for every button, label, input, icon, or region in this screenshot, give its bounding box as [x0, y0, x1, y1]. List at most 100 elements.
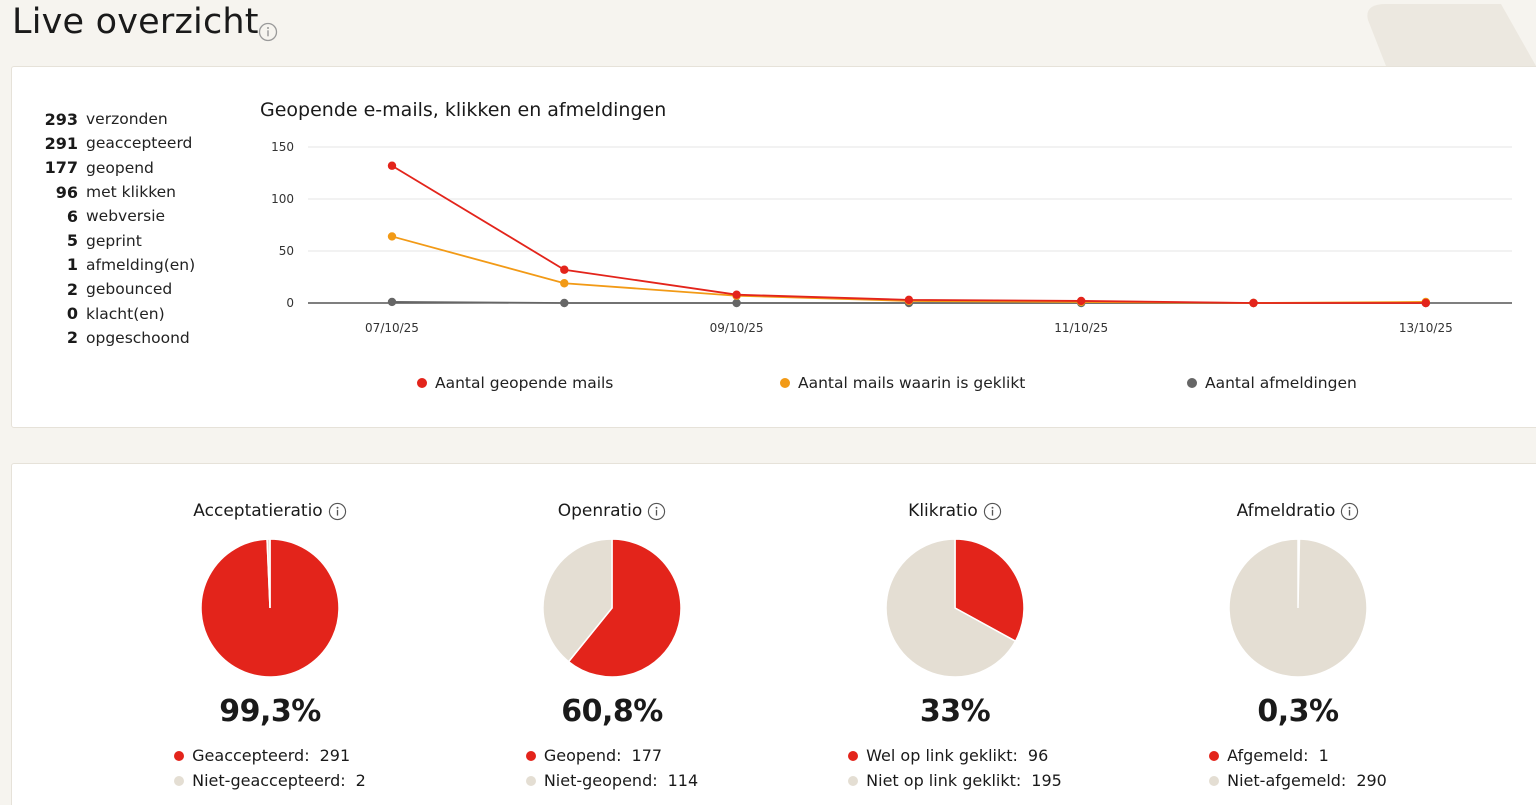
- ratio-title-text: Openratio: [557, 501, 643, 521]
- legend-item[interactable]: Aantal mails waarin is geklikt: [780, 374, 1025, 392]
- stat-row: 177 geopend: [44, 156, 195, 180]
- stat-value: 96: [55, 182, 78, 202]
- ratio-legend-label: Niet op link geklikt:: [866, 771, 1022, 790]
- data-point[interactable]: [1421, 298, 1431, 308]
- ratio-legend-item: Niet-geopend: 114: [525, 768, 698, 793]
- data-point[interactable]: [904, 295, 914, 305]
- stat-value: 293: [44, 109, 78, 129]
- data-point[interactable]: [387, 297, 397, 307]
- ratio-block: Klikratio 33% Wel op link geklikt: 96 Niet o…: [805, 498, 1105, 793]
- legend-item[interactable]: Aantal afmeldingen: [1187, 374, 1357, 392]
- pie-slice[interactable]: [266, 538, 271, 609]
- legend-dot-icon: [1209, 750, 1220, 761]
- legend-label: Aantal geopende mails: [435, 374, 614, 392]
- ratio-legend-item: Geaccepteerd: 291: [174, 743, 366, 768]
- data-point[interactable]: [1249, 298, 1258, 308]
- ratio-legend-item: Niet-afgemeld: 290: [1209, 768, 1387, 793]
- stat-value: 6: [66, 206, 78, 226]
- ratio-percentage: 0,3%: [1257, 694, 1339, 729]
- ratio-percentage: 99,3%: [219, 694, 321, 729]
- y-tick-label: 0: [286, 296, 294, 310]
- stat-label: geprint: [86, 231, 142, 250]
- decorative-shape: [1367, 4, 1536, 66]
- pie-chart: [1228, 538, 1368, 678]
- series-line: [391, 235, 1426, 304]
- info-icon[interactable]: [647, 502, 666, 521]
- y-tick-label: 150: [271, 140, 294, 154]
- ratio-legend-item: Niet op link geklikt: 195: [848, 768, 1062, 793]
- stat-label: opgeschoond: [86, 328, 190, 347]
- info-icon[interactable]: [1340, 502, 1359, 521]
- ratio-title-text: Klikratio: [908, 501, 978, 521]
- data-point[interactable]: [387, 232, 397, 241]
- ratio-title-text: Afmeldratio: [1236, 501, 1336, 521]
- pie-slice[interactable]: [1228, 538, 1368, 678]
- legend-dot-icon: [848, 750, 859, 761]
- ratio-title-text: Acceptatieratio: [193, 501, 323, 521]
- stat-row: 293 verzonden: [44, 107, 195, 131]
- ratio-legend-label: Niet-afgemeld:: [1227, 771, 1347, 790]
- ratio-legend-label: Geaccepteerd:: [192, 746, 310, 765]
- ratio-percentage: 60,8%: [561, 694, 663, 729]
- x-tick-label: 13/10/25: [1399, 321, 1453, 335]
- ratio-legend-value: 96: [1027, 746, 1049, 765]
- pie-slice[interactable]: [542, 538, 613, 663]
- ratio-legend-item: Wel op link geklikt: 96: [848, 743, 1062, 768]
- ratio-title: Afmeldratio: [1148, 498, 1448, 524]
- pie-slice[interactable]: [567, 538, 682, 678]
- stat-label: afmelding(en): [86, 255, 196, 274]
- line-chart-legend: Aantal geopende mails Aantal mails waarin…: [12, 374, 1536, 396]
- pie-chart: [542, 538, 682, 678]
- ratio-percentage: 33%: [919, 694, 991, 729]
- ratio-title: Openratio: [462, 498, 762, 524]
- ratio-block: Acceptatieratio 99,3% Geaccepteerd: 291 Niet…: [120, 498, 420, 793]
- data-point[interactable]: [732, 298, 741, 308]
- stat-row: 96 met klikken: [44, 180, 195, 204]
- stat-label: geaccepteerd: [86, 134, 193, 153]
- legend-dot-icon: [174, 775, 185, 786]
- legend-item[interactable]: Aantal geopende mails: [417, 374, 613, 392]
- legend-label: Aantal afmeldingen: [1205, 374, 1357, 392]
- ratio-block: Openratio 60,8% Geopend: 177 Niet-geopend: 11…: [462, 498, 762, 793]
- data-point[interactable]: [560, 298, 569, 308]
- ratio-legend: Geaccepteerd: 291 Niet-geaccepteerd: 2: [174, 743, 366, 793]
- info-icon[interactable]: [328, 502, 347, 521]
- ratio-legend: Afgemeld: 1 Niet-afgemeld: 290: [1209, 743, 1387, 793]
- ratio-title: Klikratio: [805, 498, 1105, 524]
- ratio-legend-label: Niet-geaccepteerd:: [192, 771, 346, 790]
- ratio-legend: Wel op link geklikt: 96 Niet op link gekli…: [848, 743, 1062, 793]
- stat-value: 2: [66, 279, 78, 299]
- series-line: [391, 164, 1426, 304]
- stat-value: 1: [66, 255, 78, 275]
- data-point[interactable]: [387, 161, 397, 170]
- legend-dot-icon: [174, 750, 185, 761]
- ratio-legend-item: Geopend: 177: [525, 743, 698, 768]
- ratio-legend-value: 291: [319, 746, 351, 765]
- ratio-legend-value: 2: [355, 771, 366, 790]
- info-icon[interactable]: [983, 502, 1002, 521]
- stat-label: klacht(en): [86, 304, 165, 323]
- stat-label: gebounced: [86, 280, 173, 299]
- pie-slice[interactable]: [954, 538, 1025, 643]
- ratio-legend-label: Afgemeld:: [1227, 746, 1309, 765]
- info-icon[interactable]: [258, 22, 278, 42]
- stat-row: 5 geprint: [44, 228, 195, 252]
- data-point[interactable]: [560, 265, 569, 274]
- line-chart-title: Geopende e-mails, klikken en afmeldingen: [260, 99, 667, 121]
- ratio-legend: Geopend: 177 Niet-geopend: 114: [525, 743, 698, 793]
- data-point[interactable]: [732, 290, 741, 299]
- legend-dot-icon: [417, 378, 427, 388]
- data-point[interactable]: [560, 279, 569, 288]
- page-title: Live overzicht: [12, 2, 259, 42]
- stat-row: 2 opgeschoond: [44, 326, 195, 350]
- stat-row: 1 afmelding(en): [44, 253, 195, 277]
- stat-label: verzonden: [86, 110, 168, 129]
- stat-value: 0: [66, 304, 78, 324]
- stat-value: 291: [44, 133, 78, 153]
- ratio-legend-value: 1: [1318, 746, 1329, 765]
- pie-slice[interactable]: [885, 538, 1017, 678]
- pie-chart: [200, 538, 340, 678]
- stat-row: 6 webversie: [44, 204, 195, 228]
- data-point[interactable]: [1077, 296, 1086, 306]
- stat-row: 291 geaccepteerd: [44, 131, 195, 155]
